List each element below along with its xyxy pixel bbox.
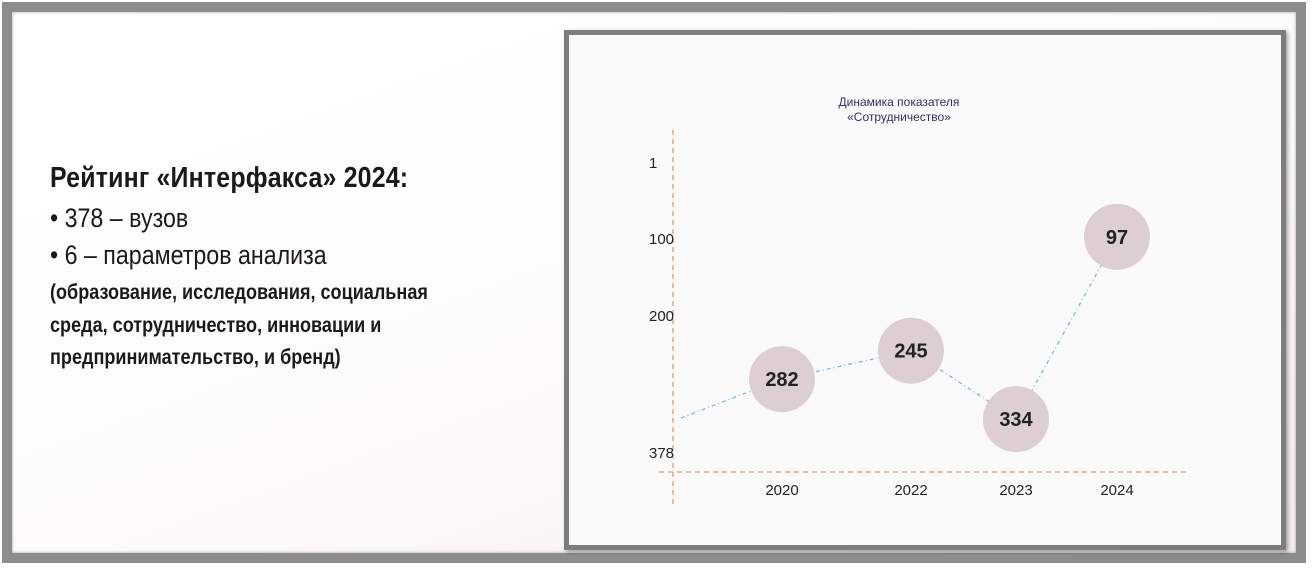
bullet-universities: • 378 – вузов xyxy=(50,203,189,233)
chart-title-line: Динамика показателя xyxy=(838,95,960,109)
x-tick-label: 2023 xyxy=(999,482,1032,499)
x-tick-label: 2024 xyxy=(1100,482,1133,499)
parameters-list: (образование, исследования, социальная с… xyxy=(50,277,566,375)
data-label: 245 xyxy=(894,341,927,363)
y-tick-label: 200 xyxy=(649,308,674,325)
slide: Рейтинг «Интерфакса» 2024: • 378 – вузов… xyxy=(2,2,1306,563)
data-point xyxy=(983,386,1049,453)
chart-title-line: «Сотрудничество» xyxy=(847,110,951,124)
y-tick-label: 100 xyxy=(649,231,674,248)
parameters-line: (образование, исследования, социальная xyxy=(50,281,428,304)
line-chart: 1 100 200 378 282 245 334 97 2020 2022 2023 2024 xyxy=(649,130,1189,505)
x-tick-label: 2020 xyxy=(765,482,798,499)
data-point xyxy=(878,317,944,384)
parameters-line: предпринимательство, и бренд) xyxy=(50,346,341,370)
rating-summary: Рейтинг «Интерфакса» 2024: • 378 – вузов… xyxy=(50,162,570,375)
chart-panel: Динамика показателя «Сотрудничество» 1 10… xyxy=(564,30,1286,550)
parameters-line: среда, сотрудничество, инновации и xyxy=(50,313,382,337)
bullet-parameters: • 6 – параметров анализа xyxy=(50,240,327,270)
y-tick-label: 378 xyxy=(649,445,674,462)
chart-title: Динамика показателя «Сотрудничество» xyxy=(769,95,1029,125)
data-point xyxy=(749,346,815,413)
data-point xyxy=(1084,203,1150,270)
y-tick-label: 1 xyxy=(649,155,657,172)
rating-heading: Рейтинг «Интерфакса» 2024: xyxy=(50,162,409,194)
data-label: 282 xyxy=(765,369,798,391)
data-label: 97 xyxy=(1106,227,1128,249)
x-tick-label: 2022 xyxy=(894,482,927,499)
data-label: 334 xyxy=(999,409,1033,431)
